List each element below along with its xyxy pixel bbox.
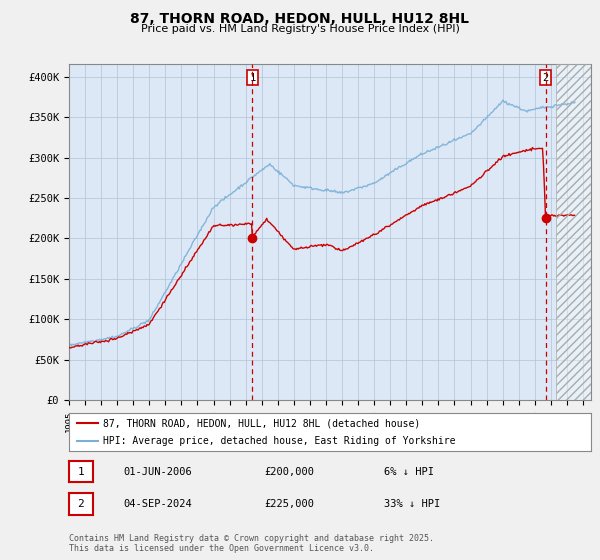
- Text: 6% ↓ HPI: 6% ↓ HPI: [384, 466, 434, 477]
- Text: 1: 1: [77, 466, 85, 477]
- Text: 33% ↓ HPI: 33% ↓ HPI: [384, 499, 440, 509]
- Text: £225,000: £225,000: [264, 499, 314, 509]
- Text: 87, THORN ROAD, HEDON, HULL, HU12 8HL: 87, THORN ROAD, HEDON, HULL, HU12 8HL: [131, 12, 470, 26]
- Text: 01-JUN-2006: 01-JUN-2006: [123, 466, 192, 477]
- Text: Price paid vs. HM Land Registry's House Price Index (HPI): Price paid vs. HM Land Registry's House …: [140, 24, 460, 34]
- Text: 1: 1: [249, 73, 256, 83]
- Text: £200,000: £200,000: [264, 466, 314, 477]
- Text: 04-SEP-2024: 04-SEP-2024: [123, 499, 192, 509]
- Bar: [556, 64, 591, 400]
- Bar: [556, 64, 591, 400]
- Bar: [556, 64, 591, 400]
- Text: 2: 2: [77, 499, 85, 509]
- Text: Contains HM Land Registry data © Crown copyright and database right 2025.
This d: Contains HM Land Registry data © Crown c…: [69, 534, 434, 553]
- Text: 87, THORN ROAD, HEDON, HULL, HU12 8HL (detached house): 87, THORN ROAD, HEDON, HULL, HU12 8HL (d…: [103, 418, 420, 428]
- Text: HPI: Average price, detached house, East Riding of Yorkshire: HPI: Average price, detached house, East…: [103, 436, 455, 446]
- Text: 2: 2: [542, 73, 548, 83]
